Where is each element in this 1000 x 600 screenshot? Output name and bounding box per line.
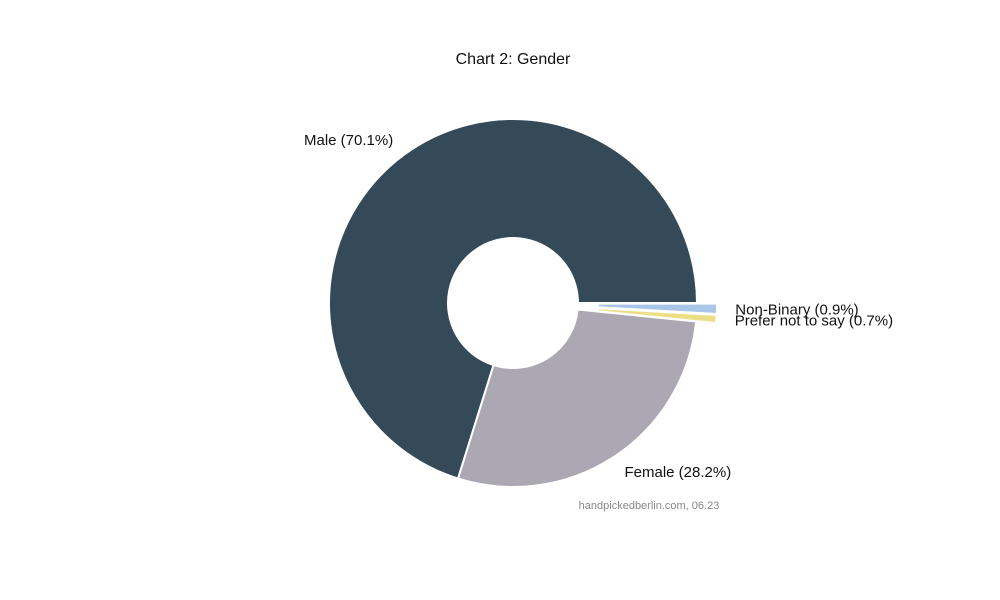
slice-prefer-not-to-say <box>596 307 718 325</box>
slice-female <box>456 308 698 488</box>
slice-label-male: Male (70.1%) <box>304 132 393 149</box>
pie-slices <box>328 118 718 488</box>
slice-non-binary <box>596 302 718 316</box>
slice-label-female: Female (28.2%) <box>625 464 732 481</box>
source-note: handpickedberlin.com, 06.23 <box>579 500 720 512</box>
slice-label-prefer-not-to-say: Prefer not to say (0.7%) <box>735 313 893 330</box>
slice-labels: Male (70.1%) Female (28.2%) Prefer not to … <box>304 132 893 481</box>
slice-label-non-binary: Non-Binary (0.9%) <box>735 301 858 318</box>
chart-title: Chart 2: Gender <box>456 51 571 68</box>
slice-male <box>328 118 699 480</box>
